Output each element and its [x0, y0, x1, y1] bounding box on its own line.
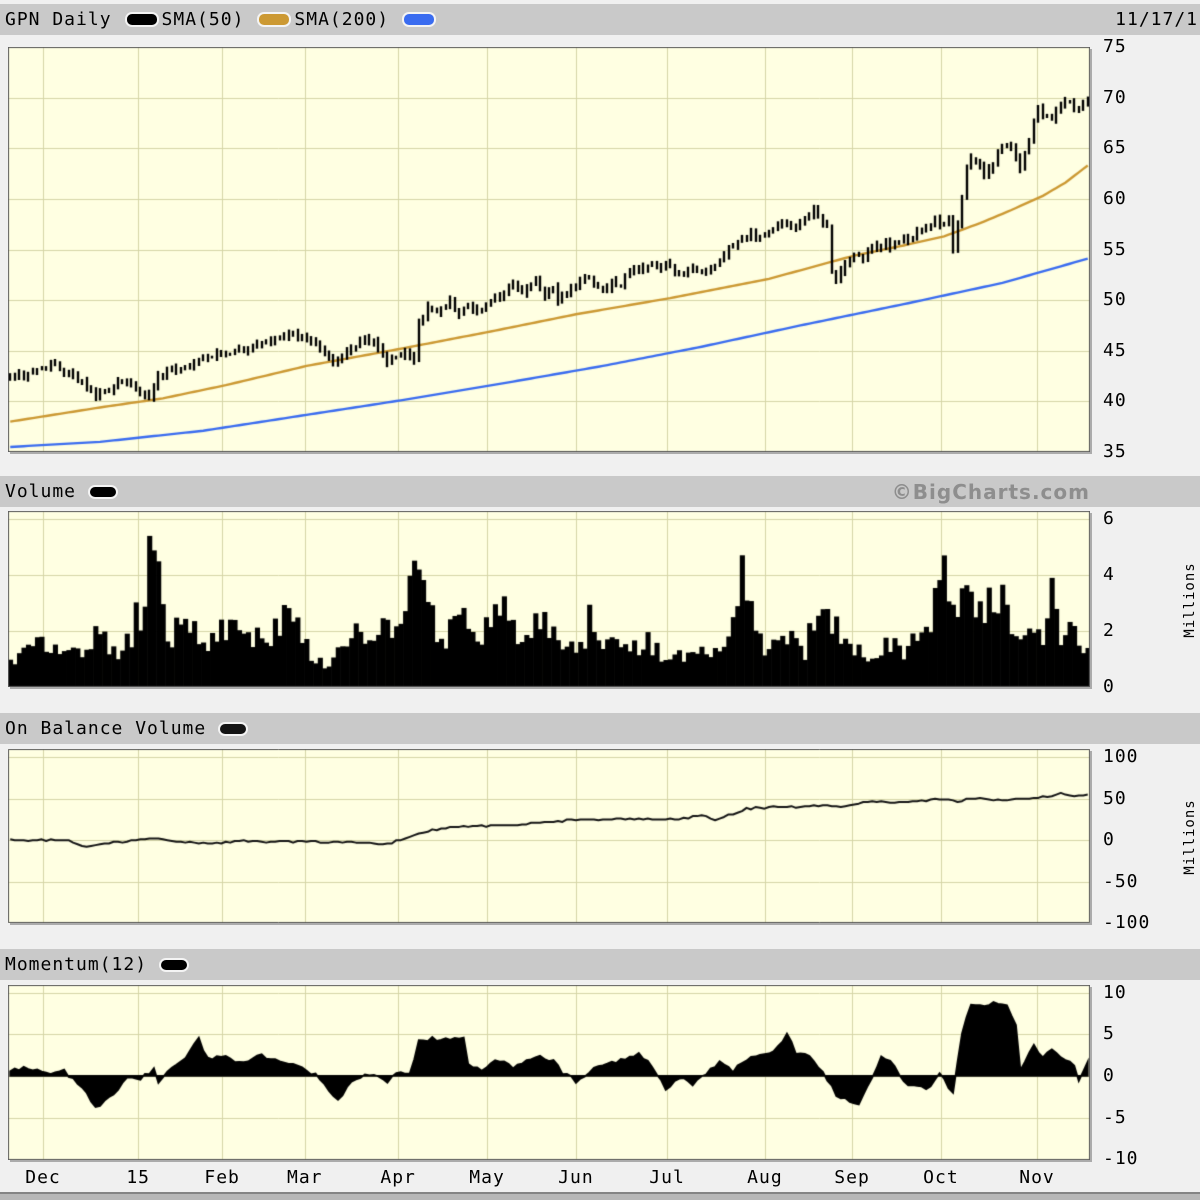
x-axis-label-nov: Nov	[1019, 1167, 1055, 1188]
price-y-tick-label: 50	[1103, 289, 1127, 311]
volume-y-tick-label: 6	[1103, 508, 1115, 530]
momentum-y-tick-label: -10	[1103, 1148, 1139, 1170]
sma50-label: SMA(50)	[161, 9, 245, 30]
volume-unit-label: Millions	[1182, 562, 1198, 638]
momentum-y-tick-label: 10	[1103, 981, 1127, 1003]
obv-chart-canvas	[8, 749, 1090, 923]
momentum-y-tick-label: 0	[1103, 1064, 1115, 1086]
symbol-title: GPN Daily	[5, 9, 112, 30]
price-y-tick-label: 60	[1103, 187, 1127, 209]
x-axis-label-jun: Jun	[558, 1167, 594, 1188]
obv-y-tick-label: 50	[1103, 787, 1127, 809]
volume-section-band: Volume ©BigCharts.com	[0, 476, 1200, 507]
x-axis-label-feb: Feb	[204, 1167, 240, 1188]
x-axis-label-dec: Dec	[25, 1167, 61, 1188]
price-y-tick-label: 65	[1103, 137, 1127, 159]
bigcharts-watermark: ©BigCharts.com	[891, 479, 1090, 504]
momentum-section-band: Momentum(12)	[0, 949, 1200, 980]
momentum-chart-canvas	[8, 985, 1090, 1160]
obv-y-tick-label: -50	[1103, 870, 1139, 892]
volume-section-title: Volume	[5, 481, 77, 502]
price-y-tick-label: 35	[1103, 441, 1127, 462]
price-chart-canvas	[8, 47, 1090, 452]
volume-legend-swatch	[90, 486, 117, 497]
chart-header-band: GPN Daily SMA(50) SMA(200) 11/17/1	[0, 4, 1200, 35]
sma50-legend-swatch	[259, 14, 290, 25]
obv-section-title: On Balance Volume	[5, 718, 207, 739]
obv-y-tick-label: 100	[1103, 746, 1139, 768]
volume-y-tick-label: 4	[1103, 564, 1115, 586]
x-axis-label-mar: Mar	[286, 1167, 323, 1188]
bottom-strip	[0, 1192, 1200, 1200]
obv-legend-swatch	[220, 723, 247, 734]
price-y-tick-label: 40	[1103, 390, 1127, 412]
chart-date: 11/17/1	[1115, 9, 1198, 30]
x-axis-label-oct: Oct	[923, 1167, 959, 1188]
obv-y-tick-label: 0	[1103, 829, 1115, 851]
x-axis-label-15: 15	[126, 1167, 151, 1188]
obv-section-band: On Balance Volume	[0, 713, 1200, 744]
obv-unit-label: Millions	[1182, 799, 1198, 875]
momentum-legend-swatch	[161, 959, 188, 970]
price-y-tick-label: 70	[1103, 86, 1127, 108]
momentum-y-tick-label: -5	[1103, 1106, 1127, 1128]
volume-y-tick-label: 2	[1103, 620, 1115, 642]
price-y-tick-label: 55	[1103, 238, 1127, 260]
obv-y-tick-label: -100	[1103, 912, 1151, 933]
x-axis-label-may: May	[469, 1167, 505, 1188]
sma200-label: SMA(200)	[294, 9, 390, 30]
momentum-y-tick-label: 5	[1103, 1023, 1115, 1045]
x-axis-label-jul: Jul	[649, 1167, 685, 1188]
x-axis-label-sep: Sep	[834, 1167, 870, 1188]
price-y-tick-label: 45	[1103, 339, 1127, 361]
volume-y-tick-label: 0	[1103, 676, 1115, 697]
x-axis-label-aug: Aug	[747, 1167, 783, 1188]
sma200-legend-swatch	[404, 14, 435, 25]
volume-chart-canvas	[8, 511, 1090, 687]
price-legend-swatch	[126, 14, 157, 25]
price-y-tick-label: 75	[1103, 36, 1127, 57]
x-axis-label-apr: Apr	[380, 1167, 416, 1188]
momentum-section-title: Momentum(12)	[5, 954, 148, 975]
